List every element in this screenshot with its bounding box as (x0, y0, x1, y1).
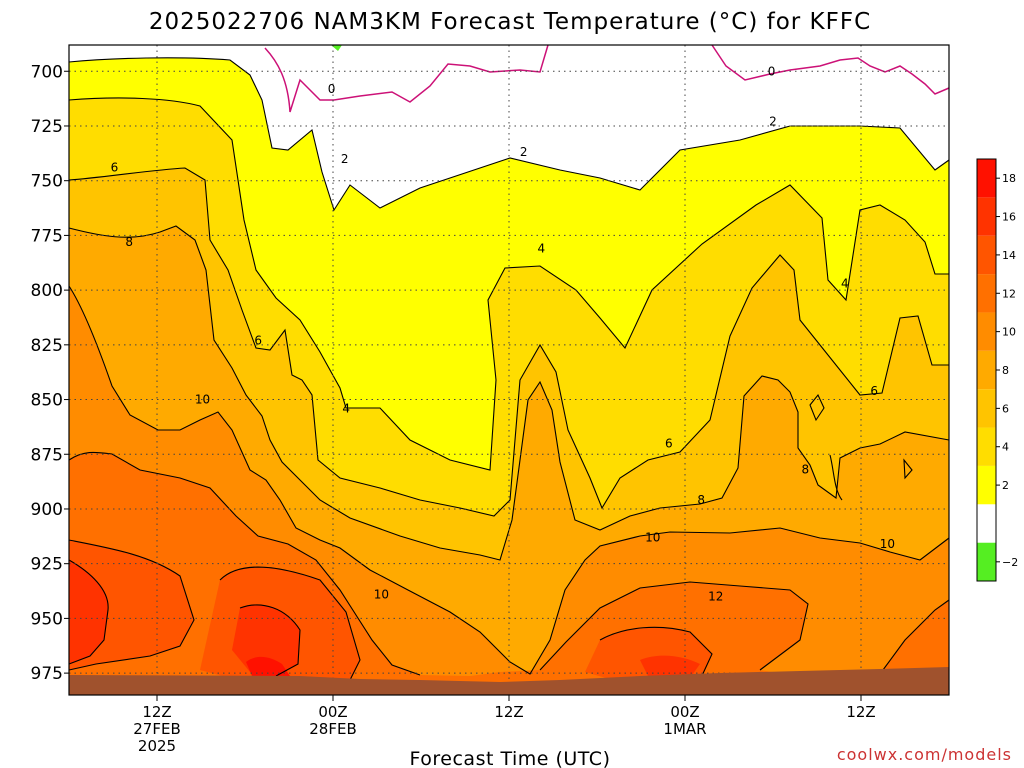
y-tick-label: 725 (31, 117, 63, 137)
colorbar-swatch (977, 235, 996, 275)
colorbar-label: −2 (1002, 556, 1018, 569)
credit-text: coolwx.com/models (837, 745, 1012, 764)
y-tick-label: 900 (31, 500, 63, 520)
contour-label: 8 (801, 463, 809, 477)
chart-title: 2025022706 NAM3KM Forecast Temperature (… (149, 9, 871, 35)
ground-area (69, 667, 949, 695)
contour-label: 2 (520, 145, 528, 159)
x-tick-label: 00Z (670, 703, 699, 721)
colorbar-swatch (977, 274, 996, 313)
temperature-contour-lines (68, 44, 950, 681)
contour-line-5 (68, 451, 950, 676)
x-tick-label: 1MAR (663, 720, 706, 738)
contour-label: 10 (195, 393, 210, 407)
colorbar-label: 2 (1002, 479, 1009, 492)
contour-label: 12 (708, 590, 723, 604)
colorbar-label: 6 (1002, 402, 1009, 415)
colorbar-swatch (977, 159, 996, 198)
contour-line-6 (68, 539, 713, 681)
band-neg2 (331, 45, 342, 51)
contour-label: 6 (870, 384, 878, 398)
y-tick-label: 700 (31, 62, 63, 82)
colorbar-swatch (977, 542, 996, 581)
y-tick-label: 975 (31, 664, 63, 684)
contour-label: 6 (665, 436, 673, 450)
band-14 (69, 540, 712, 682)
colorbar-label: 12 (1002, 287, 1016, 300)
colorbar-label: 4 (1002, 441, 1009, 454)
colorbar-swatch (977, 312, 996, 351)
colorbar-swatch (977, 504, 996, 543)
contour-line-3 (68, 225, 950, 561)
x-tick-label: 27FEB (133, 720, 180, 738)
colorbar-label: 16 (1002, 211, 1016, 224)
contour-line-4 (68, 285, 950, 675)
gridlines (69, 45, 949, 695)
contour-label: 4 (537, 242, 545, 256)
colorbar-label: 18 (1002, 172, 1016, 185)
contour-line-0 (68, 57, 950, 212)
y-tick-label: 875 (31, 445, 63, 465)
colorbar-swatch (977, 427, 996, 466)
colorbar-label: 8 (1002, 364, 1009, 377)
y-tick-label: 925 (31, 555, 63, 575)
x-tick-label: 00Z (318, 703, 347, 721)
contour-label: 2 (341, 152, 349, 166)
contour-label: 10 (645, 530, 660, 544)
y-tick-label: 950 (31, 609, 63, 629)
contour-label: 2 (769, 115, 777, 129)
colorbar-swatch (977, 350, 996, 390)
colorbar: −2 2 4 6 8 10 12 14 16 18 (976, 158, 1018, 582)
y-tick-label: 775 (31, 226, 63, 246)
colorbar-swatch (977, 465, 996, 505)
y-tick-label: 850 (31, 391, 63, 411)
x-tick-label: 28FEB (309, 720, 356, 738)
y-tick-label: 800 (31, 281, 63, 301)
x-axis-label: Forecast Time (UTC) (410, 748, 611, 768)
contour-label: 10 (374, 587, 389, 601)
contour-label: 6 (254, 333, 262, 347)
zero-contour-line (264, 44, 549, 113)
zero-contour-line (711, 44, 950, 95)
contour-line-1 (68, 97, 949, 471)
contour-label: 6 (111, 161, 119, 175)
ground-band (69, 667, 949, 695)
band-18 (246, 656, 290, 676)
y-tick-label: 825 (31, 336, 63, 356)
contour-label: 8 (697, 493, 705, 507)
colorbar-swatch (977, 389, 996, 428)
contour-label: 10 (880, 537, 895, 551)
contour-label: 0 (768, 64, 776, 78)
colorbar-label: 14 (1002, 249, 1016, 262)
contour-line-7 (68, 559, 301, 677)
colorbar-label: 10 (1002, 326, 1016, 339)
contour-line-2 (68, 167, 949, 517)
y-tick-label: 750 (31, 172, 63, 192)
contour-label: 8 (125, 235, 133, 249)
x-tick-label: 12Z (846, 703, 875, 721)
colorbar-swatch (977, 197, 996, 236)
x-tick-label: 12Z (142, 703, 171, 721)
contour-label: 4 (841, 277, 849, 291)
contour-line-8 (809, 393, 913, 501)
contour-labels: 0 0 2 2 2 4 4 4 6 6 6 6 8 8 8 10 10 10 10 12 (111, 64, 895, 603)
contour-label: 4 (342, 401, 350, 415)
x-tick-label: 2025 (138, 737, 176, 755)
contour-label: 0 (328, 82, 336, 96)
y-axis: 700 725 750 775 800 825 850 875 900 925 950 975 (31, 62, 69, 684)
x-tick-label: 12Z (494, 703, 523, 721)
